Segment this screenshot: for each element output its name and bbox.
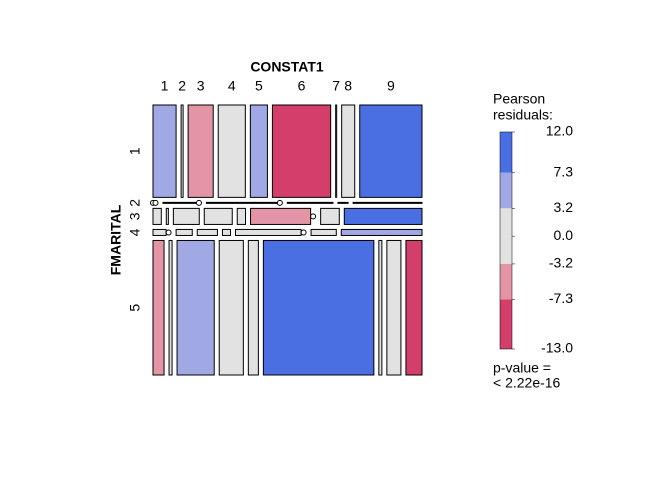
mosaic-cell bbox=[236, 207, 247, 225]
column-label: 2 bbox=[178, 78, 186, 94]
mosaic-cell bbox=[386, 239, 402, 376]
legend-tick-label: -3.2 bbox=[549, 255, 573, 271]
mosaic-cell bbox=[175, 228, 193, 236]
mosaic-cell bbox=[341, 104, 356, 198]
mosaic-cell bbox=[187, 104, 214, 198]
column-label: 8 bbox=[344, 78, 352, 94]
mosaic-cell bbox=[172, 207, 200, 225]
mosaic-cell bbox=[168, 239, 173, 376]
mosaic-cell bbox=[152, 239, 165, 376]
x-axis-title: CONSTAT1 bbox=[250, 59, 324, 75]
mosaic-cell bbox=[247, 239, 259, 376]
legend-tick-label: 7.3 bbox=[554, 163, 574, 179]
mosaic-cell bbox=[378, 239, 383, 376]
mosaic-cell bbox=[221, 228, 232, 236]
column-label: 9 bbox=[387, 78, 395, 94]
legend-tick-label: -13.0 bbox=[541, 340, 573, 356]
mosaic-cell bbox=[320, 207, 340, 225]
p-value-note: p-value = bbox=[493, 360, 551, 376]
mosaic-cell bbox=[271, 104, 332, 198]
mosaic-cell bbox=[176, 239, 215, 376]
legend-swatch bbox=[500, 132, 512, 173]
legend-tick-label: -7.3 bbox=[549, 290, 573, 306]
mosaic-cell bbox=[249, 104, 268, 198]
empty-cell bbox=[310, 213, 317, 220]
column-label: 1 bbox=[161, 78, 169, 94]
column-label: 6 bbox=[298, 78, 306, 94]
legend-tick-label: 0.0 bbox=[554, 227, 574, 243]
mosaic-cell bbox=[235, 228, 302, 236]
mosaic-cell bbox=[205, 201, 278, 204]
mosaic-cell bbox=[310, 228, 337, 236]
mosaic-cell bbox=[180, 104, 184, 198]
legend-title: Pearson bbox=[493, 91, 545, 107]
mosaic-cell bbox=[203, 207, 233, 225]
mosaic-cell bbox=[217, 104, 246, 198]
column-label: 3 bbox=[197, 78, 205, 94]
mosaic-cell bbox=[165, 207, 169, 225]
empty-cell bbox=[276, 199, 283, 206]
mosaic-cell bbox=[250, 207, 312, 225]
column-label: 7 bbox=[332, 78, 340, 94]
mosaic-cell bbox=[218, 239, 244, 376]
legend-swatch bbox=[500, 236, 512, 264]
mosaic-cell bbox=[352, 201, 423, 204]
mosaic-cell bbox=[335, 104, 338, 198]
mosaic-cell bbox=[162, 201, 197, 204]
legend-swatch bbox=[500, 172, 512, 209]
mosaic-cell bbox=[359, 104, 423, 198]
legend-tick-label: 3.2 bbox=[554, 199, 574, 215]
row-label: 4 bbox=[127, 228, 143, 236]
mosaic-cell bbox=[196, 228, 218, 236]
row-label: 3 bbox=[127, 212, 143, 220]
column-label: 5 bbox=[255, 78, 263, 94]
empty-cell bbox=[300, 229, 307, 236]
mosaic-cell bbox=[343, 207, 423, 225]
mosaic-cell bbox=[262, 239, 375, 376]
legend-swatch bbox=[500, 208, 512, 237]
y-axis-title: FMARITAL bbox=[108, 204, 124, 275]
mosaic-cell bbox=[152, 104, 177, 198]
mosaic-cell bbox=[152, 207, 162, 225]
mosaic-cell bbox=[286, 201, 334, 204]
row-label: 2 bbox=[127, 199, 143, 207]
mosaic-cell bbox=[337, 201, 349, 204]
legend-frame bbox=[499, 131, 513, 350]
empty-cell bbox=[195, 199, 202, 206]
p-value-note: < 2.22e-16 bbox=[493, 375, 561, 391]
row-label: 5 bbox=[127, 304, 143, 312]
mosaic-cell bbox=[152, 228, 167, 236]
column-label: 4 bbox=[228, 78, 236, 94]
empty-cell bbox=[152, 199, 159, 206]
empty-cell bbox=[165, 229, 172, 236]
mosaic-cell bbox=[405, 239, 423, 376]
mosaic-cell bbox=[340, 228, 423, 236]
legend-swatch bbox=[500, 263, 512, 300]
row-label: 1 bbox=[127, 147, 143, 155]
legend-swatch bbox=[500, 299, 512, 349]
legend-tick-label: 12.0 bbox=[546, 123, 573, 139]
legend-title: residuals: bbox=[493, 107, 553, 123]
